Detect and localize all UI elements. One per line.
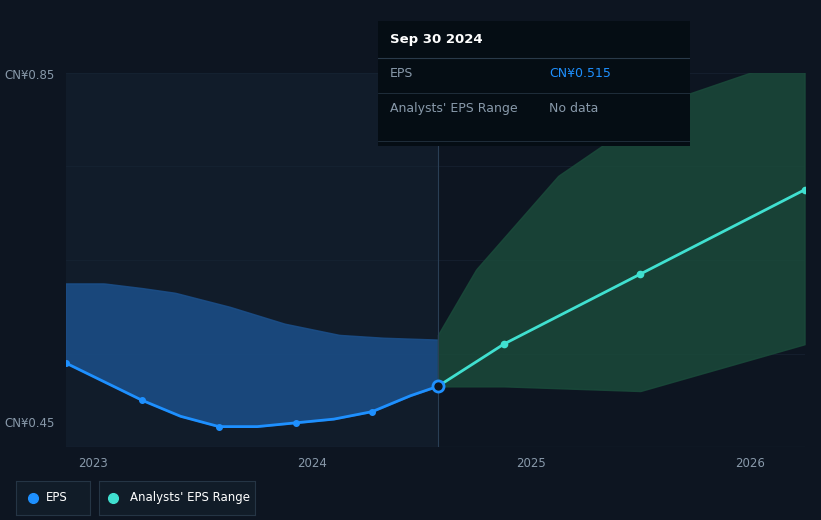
- Text: Actual: Actual: [391, 75, 429, 88]
- Text: CN¥0.85: CN¥0.85: [4, 69, 54, 82]
- Text: 2026: 2026: [735, 457, 765, 470]
- Text: Analysts' EPS Range: Analysts' EPS Range: [130, 491, 250, 504]
- Text: CN¥0.515: CN¥0.515: [549, 67, 611, 80]
- Text: 2024: 2024: [297, 457, 327, 470]
- Text: EPS: EPS: [390, 67, 414, 80]
- Text: Analysts Forecasts: Analysts Forecasts: [452, 75, 568, 88]
- Text: 2025: 2025: [516, 457, 546, 470]
- Text: EPS: EPS: [46, 491, 67, 504]
- Text: Sep 30 2024: Sep 30 2024: [390, 33, 483, 46]
- Text: No data: No data: [549, 102, 599, 115]
- Text: Analysts' EPS Range: Analysts' EPS Range: [390, 102, 518, 115]
- Text: CN¥0.45: CN¥0.45: [4, 417, 54, 431]
- Bar: [66, 73, 438, 447]
- Text: 2023: 2023: [78, 457, 108, 470]
